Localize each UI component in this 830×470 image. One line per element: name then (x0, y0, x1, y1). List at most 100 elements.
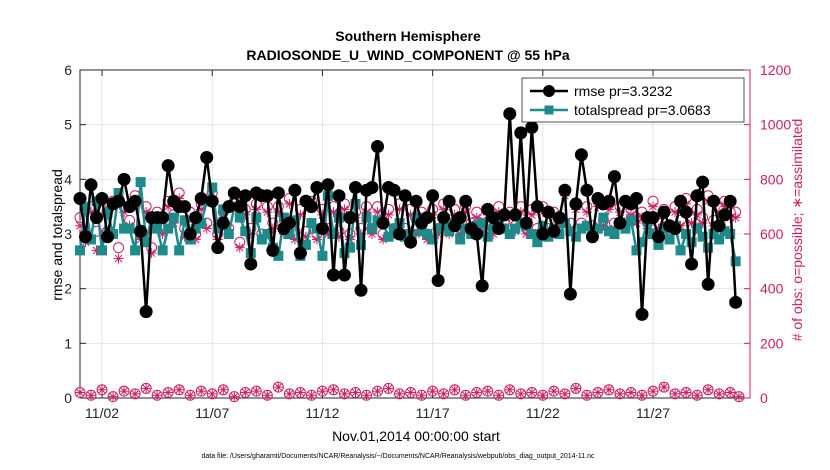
totalspread-point (625, 215, 636, 226)
y-tick-label: 1 (64, 335, 72, 351)
rmse-point (729, 295, 743, 309)
asterisk-stroke (285, 200, 294, 208)
rmse-point (652, 230, 666, 244)
rmse-point (563, 287, 577, 301)
totalspread-point (344, 242, 355, 253)
rmse-point (707, 194, 721, 208)
y2-tick-label: 800 (760, 171, 784, 187)
totalspread-point (174, 245, 185, 256)
obs-assimilated-marker (141, 383, 152, 394)
totalspread-point (725, 229, 736, 239)
totalspread-point (356, 239, 367, 250)
obs-assimilated-marker (614, 388, 625, 399)
totalspread-point (240, 226, 251, 237)
totalspread-point (168, 212, 179, 223)
rmse-point (371, 140, 385, 154)
obs-assimilated-marker (493, 390, 504, 401)
obs-assimilated-marker (328, 384, 339, 395)
rmse-point (84, 178, 98, 192)
obs-assimilated-marker (449, 384, 460, 395)
obs-assimilated-marker (174, 384, 185, 395)
rmse-point (690, 189, 704, 203)
asterisk-stroke (527, 388, 536, 397)
asterisk-stroke (175, 385, 184, 394)
totalspread-point (367, 223, 378, 234)
obs-assimilated-marker (262, 207, 273, 218)
obs-assimilated-marker (262, 390, 273, 401)
rmse-point (211, 241, 225, 255)
x-tick-label: 11/22 (526, 405, 560, 421)
rmse-point (657, 205, 671, 219)
rmse-point (718, 208, 732, 222)
obs-assimilated-marker (471, 387, 482, 398)
asterisk-stroke (417, 391, 426, 400)
rmse-point (696, 175, 710, 189)
asterisk-stroke (296, 388, 305, 397)
rmse-point (646, 211, 660, 225)
rmse-point (701, 277, 715, 291)
asterisk-stroke (307, 391, 316, 400)
asterisk-stroke (164, 388, 173, 397)
rmse-point (321, 178, 335, 192)
y2-tick-label: 200 (760, 335, 784, 351)
obs-assimilated-marker (570, 383, 581, 394)
rmse-point (558, 183, 572, 197)
chart-title: Southern Hemisphere (335, 28, 481, 44)
asterisk-stroke (263, 391, 272, 400)
rmse-point (337, 268, 351, 282)
rmse-point (73, 191, 87, 205)
obs-assimilated-marker (185, 390, 196, 401)
asterisk-stroke (461, 391, 470, 400)
totalspread-point (482, 231, 493, 242)
totalspread-point (427, 234, 438, 245)
rmse-point (398, 189, 412, 203)
obs-possible-marker (113, 242, 125, 254)
asterisk-stroke (627, 388, 635, 397)
asterisk-stroke (340, 390, 349, 398)
obs-assimilated-marker (196, 386, 207, 397)
rmse-point (266, 243, 280, 257)
asterisk-stroke (616, 390, 624, 398)
rmse-point (629, 191, 643, 205)
rmse-point (409, 194, 423, 208)
rmse-point (128, 194, 142, 208)
rmse-point (723, 194, 737, 208)
totalspread-point (598, 212, 609, 223)
asterisk-stroke (329, 385, 338, 394)
rmse-point (200, 150, 214, 164)
asterisk-stroke (605, 385, 613, 394)
rmse-point (194, 191, 208, 205)
totalspread-point (234, 212, 245, 223)
obs-assimilated-marker (350, 387, 361, 398)
rmse-point (161, 159, 175, 173)
rmse-point (101, 230, 115, 244)
asterisk-stroke (549, 387, 558, 396)
asterisk-stroke (340, 205, 349, 214)
y-tick-label: 4 (64, 171, 72, 187)
legend-box (521, 77, 745, 123)
rmse-point (569, 197, 583, 211)
totalspread-point (686, 237, 697, 248)
asterisk-stroke (351, 388, 360, 397)
asterisk-stroke (186, 391, 195, 400)
asterisk-stroke (583, 391, 591, 400)
rmse-point (541, 205, 555, 219)
asterisk-stroke (693, 391, 701, 400)
totalspread-point (124, 223, 135, 234)
rmse-point (674, 194, 688, 208)
asterisk-stroke (384, 210, 393, 219)
legend: rmse pr=3.3232 totalspread pr=3.0683 (521, 77, 745, 123)
rmse-point (205, 194, 219, 208)
y2-tick-label: 1200 (760, 62, 791, 78)
asterisk-stroke (682, 388, 690, 397)
obs-assimilated-marker (648, 201, 659, 212)
obs-assimilated-marker (163, 387, 174, 398)
legend-label-rmse: rmse pr=3.3232 (574, 83, 673, 99)
asterisk-stroke (120, 387, 128, 396)
asterisk-stroke (76, 388, 84, 397)
asterisk-stroke (505, 385, 514, 394)
obs-assimilated-marker (218, 384, 229, 395)
rmse-point (216, 216, 230, 230)
totalspread-point (333, 212, 344, 223)
totalspread-point (135, 177, 146, 188)
